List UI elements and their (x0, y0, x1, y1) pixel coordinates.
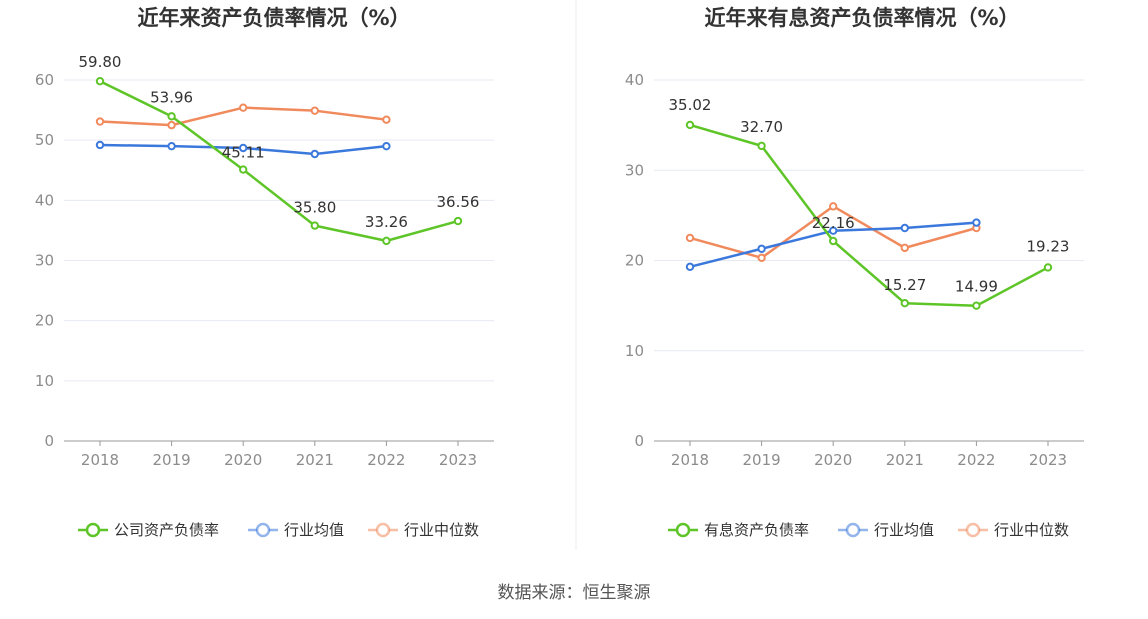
legend-item-avg: 行业均值 (248, 521, 344, 539)
data-point-company (900, 298, 909, 308)
y-tick-label: 0 (44, 432, 54, 450)
data-point-avg (757, 244, 766, 253)
series-line-company (689, 123, 1049, 307)
data-label: 14.99 (955, 278, 998, 296)
legend-marker (255, 522, 271, 538)
data-label: 32.70 (740, 118, 783, 136)
data-point-company (382, 236, 391, 246)
x-tick-label: 2021 (886, 451, 924, 469)
x-tick-label: 2018 (671, 451, 709, 469)
x-tick-label: 2019 (153, 451, 191, 469)
legend-item-avg: 行业均值 (838, 521, 934, 539)
x-tick-label: 2020 (814, 451, 852, 469)
data-label: 22.16 (812, 214, 855, 232)
legend-item-median: 行业中位数 (368, 521, 479, 539)
source-note: 数据来源：恒生聚源 (498, 583, 651, 603)
legend-label: 行业中位数 (994, 521, 1069, 539)
data-point-avg (167, 141, 176, 151)
x-tick-label: 2023 (1029, 451, 1067, 469)
data-point-median (167, 120, 176, 130)
data-label: 35.80 (293, 199, 336, 217)
data-point-company (167, 112, 176, 121)
legend-item-company: 公司资产负债率 (78, 521, 219, 539)
legend-marker (965, 522, 981, 538)
data-label: 53.96 (150, 88, 193, 106)
data-point-company (95, 77, 105, 86)
legend-marker (375, 522, 391, 538)
data-point-company (829, 236, 838, 246)
data-point-median (757, 253, 766, 262)
data-point-company (685, 120, 695, 130)
data-point-company (310, 221, 319, 230)
y-tick-label: 40 (625, 71, 644, 89)
data-point-company (453, 216, 463, 226)
y-tick-label: 30 (35, 252, 54, 270)
legend-label: 有息资产负债率 (704, 521, 809, 539)
x-tick-label: 2020 (224, 451, 262, 469)
y-tick-label: 60 (35, 71, 54, 89)
data-point-company (757, 141, 766, 151)
x-tick-label: 2019 (743, 451, 781, 469)
y-tick-label: 20 (35, 312, 54, 330)
data-point-avg (900, 223, 909, 233)
data-point-avg (382, 141, 391, 151)
legend-label: 行业均值 (284, 521, 344, 539)
data-point-median (829, 202, 838, 211)
x-tick-label: 2022 (367, 451, 405, 469)
data-label: 59.80 (79, 53, 122, 71)
data-point-company (1043, 263, 1053, 272)
data-point-avg (239, 143, 248, 153)
data-point-company (972, 301, 981, 310)
y-tick-label: 0 (634, 432, 644, 450)
chart-panel-debt-ratio: 近年来资产负债率情况（%） 0 10 20 30 40 50 60 2018 2019 2020 20… (35, 6, 494, 539)
chart-title: 近年来有息资产负债率情况（%） (704, 6, 1019, 30)
data-label: 15.27 (883, 276, 926, 294)
data-point-median (95, 117, 105, 126)
y-tick-label: 20 (625, 252, 644, 270)
chart-title: 近年来资产负债率情况（%） (137, 6, 410, 30)
legend-label: 行业均值 (874, 521, 934, 539)
data-point-median (685, 233, 695, 243)
data-label: 33.26 (365, 213, 408, 231)
data-label: 19.23 (1027, 237, 1070, 255)
y-tick-label: 40 (35, 191, 54, 209)
legend-marker (85, 522, 101, 538)
data-label: 45.11 (222, 144, 265, 162)
data-point-avg (972, 218, 981, 227)
legend-marker (675, 522, 691, 538)
legend-marker (845, 522, 861, 538)
data-point-avg (95, 140, 105, 150)
x-tick-label: 2022 (957, 451, 995, 469)
data-point-median (310, 106, 319, 115)
series-line-company (99, 80, 459, 243)
chart-panel-interest-debt-ratio: 近年来有息资产负债率情况（%） 0 10 20 30 40 2018 2019 2020 2021… (625, 6, 1084, 539)
x-tick-label: 2021 (296, 451, 334, 469)
y-tick-label: 30 (625, 161, 644, 179)
y-tick-label: 10 (625, 342, 644, 360)
data-point-avg (310, 149, 319, 159)
y-tick-label: 10 (35, 372, 54, 390)
y-tick-label: 50 (35, 131, 54, 149)
data-point-company (239, 165, 248, 174)
legend-item-company: 有息资产负债率 (668, 521, 809, 539)
data-label: 36.56 (437, 193, 480, 211)
data-label: 35.02 (669, 96, 712, 114)
legend-label: 行业中位数 (404, 521, 479, 539)
data-point-avg (685, 262, 695, 272)
x-tick-label: 2023 (439, 451, 477, 469)
x-tick-label: 2018 (81, 451, 119, 469)
data-point-median (900, 243, 909, 253)
data-point-median (239, 103, 248, 112)
legend-item-median: 行业中位数 (958, 521, 1069, 539)
legend-label: 公司资产负债率 (114, 521, 219, 539)
data-point-avg (829, 226, 838, 235)
data-point-median (382, 115, 391, 124)
